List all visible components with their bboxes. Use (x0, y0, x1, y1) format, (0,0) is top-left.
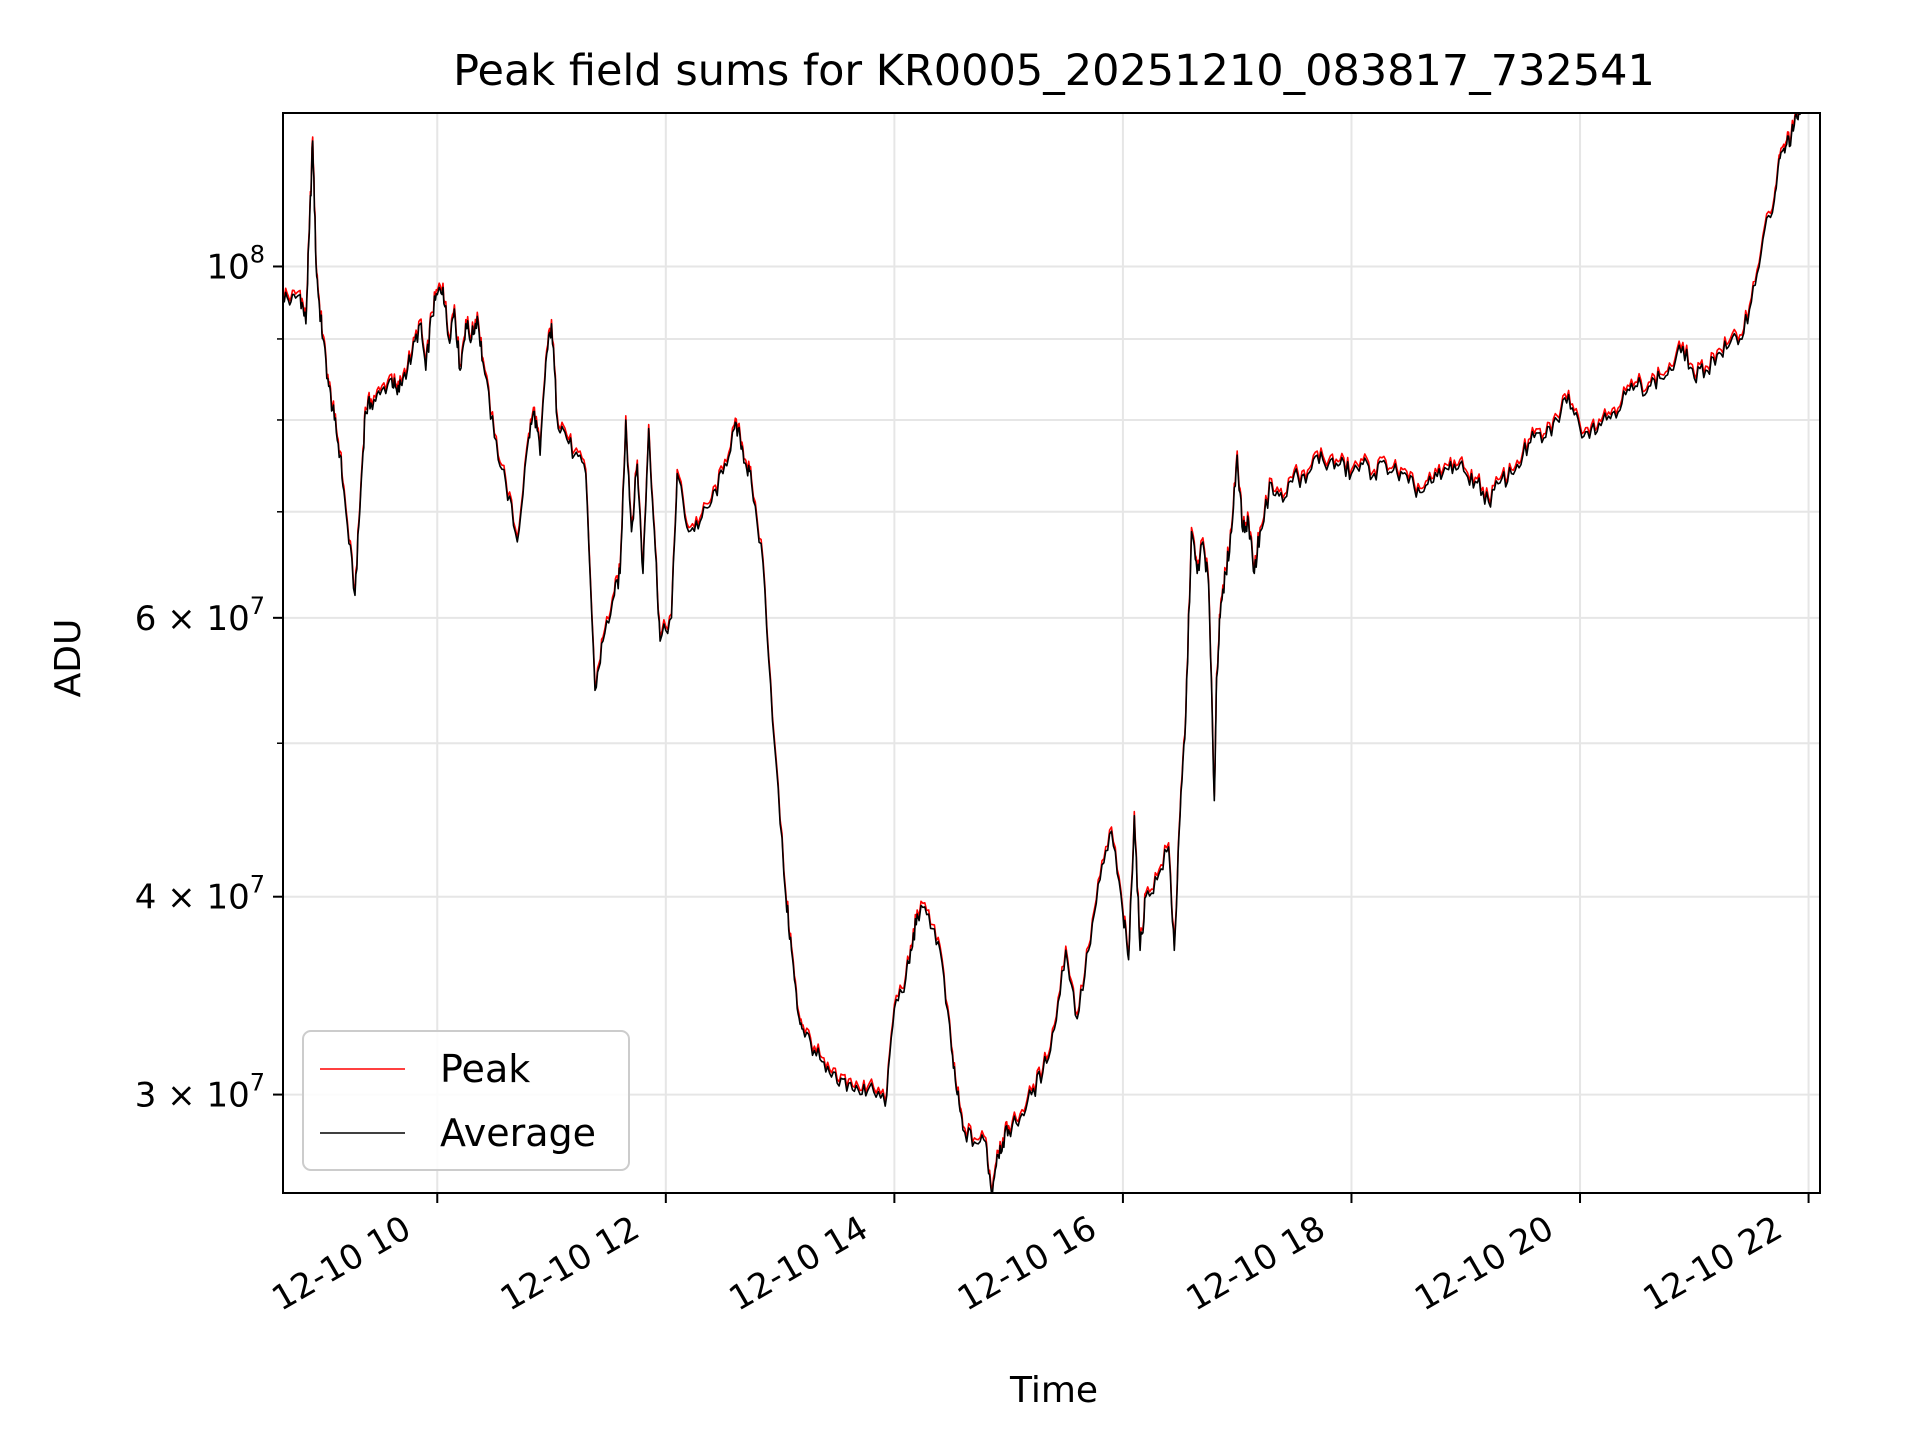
y-tick-label: 4 × 107 (135, 871, 265, 918)
y-tick-exponent: 7 (250, 1069, 265, 1097)
y-tick-base: 6 × 10 (135, 599, 250, 639)
legend-peak-label: Peak (440, 1047, 530, 1091)
y-axis-label: ADU (48, 619, 89, 698)
plot-frame (282, 112, 1821, 1194)
series-layer (283, 113, 1802, 1193)
y-tick-label: 108 (206, 240, 265, 287)
chart-title: Peak field sums for KR0005_20251210_0838… (453, 46, 1655, 96)
legend: Peak Average (302, 1030, 630, 1171)
y-tick-exponent: 7 (250, 871, 265, 899)
x-axis-label: Time (1009, 1370, 1098, 1411)
legend-average-label: Average (440, 1111, 596, 1155)
y-tick-label: 6 × 107 (135, 592, 265, 639)
y-tick-base: 4 × 10 (135, 878, 250, 918)
y-tick-exponent: 8 (250, 240, 265, 268)
y-tick-label: 3 × 107 (135, 1069, 265, 1116)
y-tick-base: 10 (206, 247, 249, 287)
series-average-line (283, 113, 1802, 1193)
y-tick-exponent: 7 (250, 592, 265, 620)
y-tick-base: 3 × 10 (135, 1076, 250, 1116)
legend-box (302, 1030, 630, 1171)
grid-lines (283, 113, 1820, 1193)
